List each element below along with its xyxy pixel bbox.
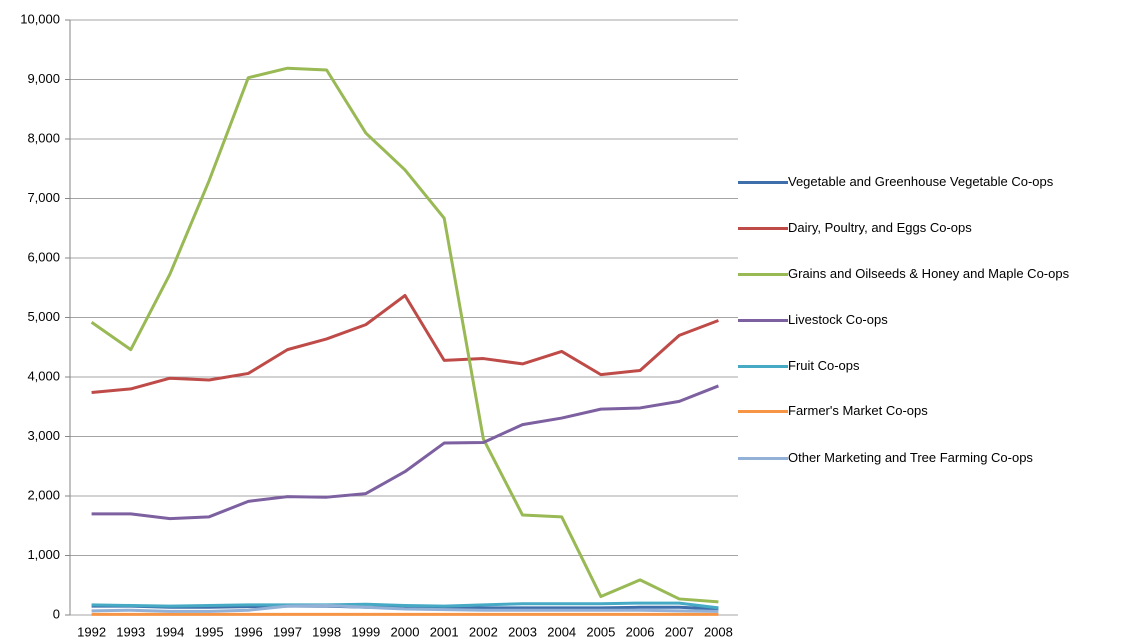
legend-swatch xyxy=(738,273,788,276)
legend-label: Livestock Co-ops xyxy=(788,312,888,327)
legend: Vegetable and Greenhouse Vegetable Co-op… xyxy=(738,0,1118,640)
x-tick-label: 2001 xyxy=(430,624,459,639)
series-line xyxy=(91,384,719,521)
y-tick-label: 6,000 xyxy=(27,249,60,264)
x-tick-label: 1997 xyxy=(273,624,302,639)
legend-item: Grains and Oilseeds & Honey and Maple Co… xyxy=(738,266,1098,282)
y-tick-label: 0 xyxy=(53,606,60,621)
y-tick-label: 5,000 xyxy=(27,309,60,324)
x-tick-label: 1994 xyxy=(155,624,184,639)
legend-swatch xyxy=(738,181,788,184)
legend-swatch xyxy=(738,319,788,322)
series-line xyxy=(91,293,719,394)
legend-label: Dairy, Poultry, and Eggs Co-ops xyxy=(788,220,972,235)
legend-item: Livestock Co-ops xyxy=(738,312,1098,328)
x-tick-label: 2005 xyxy=(586,624,615,639)
x-tick-label: 1992 xyxy=(77,624,106,639)
x-tick-label: 2006 xyxy=(626,624,655,639)
x-tick-label: 1998 xyxy=(312,624,341,639)
y-tick-label: 9,000 xyxy=(27,71,60,86)
legend-item: Fruit Co-ops xyxy=(738,358,1098,374)
x-tick-label: 2007 xyxy=(665,624,694,639)
legend-swatch xyxy=(738,410,788,413)
legend-label: Vegetable and Greenhouse Vegetable Co-op… xyxy=(788,174,1054,189)
legend-swatch xyxy=(738,457,788,460)
x-tick-label: 1995 xyxy=(195,624,224,639)
legend-swatch xyxy=(738,227,788,230)
x-tick-label: 1996 xyxy=(234,624,263,639)
y-tick-label: 4,000 xyxy=(27,368,60,383)
legend-swatch xyxy=(738,365,788,368)
x-tick-label: 1999 xyxy=(351,624,380,639)
series-line xyxy=(91,601,719,610)
series-line xyxy=(90,66,719,604)
legend-label: Grains and Oilseeds & Honey and Maple Co… xyxy=(788,266,1070,281)
y-tick-label: 8,000 xyxy=(27,130,60,145)
y-tick-label: 3,000 xyxy=(27,428,60,443)
legend-label: Other Marketing and Tree Farming Co-ops xyxy=(788,450,1033,465)
legend-item: Other Marketing and Tree Farming Co-ops xyxy=(738,450,1098,466)
legend-label: Farmer's Market Co-ops xyxy=(788,403,928,418)
legend-item: Farmer's Market Co-ops xyxy=(738,403,1098,419)
y-tick-label: 1,000 xyxy=(27,547,60,562)
y-tick-label: 10,000 xyxy=(20,11,60,26)
series-line xyxy=(91,603,719,613)
x-tick-label: 2008 xyxy=(704,624,733,639)
x-tick-label: 2004 xyxy=(547,624,576,639)
legend-item: Dairy, Poultry, and Eggs Co-ops xyxy=(738,220,1098,236)
legend-item: Vegetable and Greenhouse Vegetable Co-op… xyxy=(738,174,1098,190)
x-tick-label: 1993 xyxy=(116,624,145,639)
x-tick-label: 2003 xyxy=(508,624,537,639)
x-tick-label: 2002 xyxy=(469,624,498,639)
y-tick-label: 7,000 xyxy=(27,190,60,205)
y-tick-label: 2,000 xyxy=(27,487,60,502)
legend-label: Fruit Co-ops xyxy=(788,358,860,373)
x-tick-label: 2000 xyxy=(391,624,420,639)
